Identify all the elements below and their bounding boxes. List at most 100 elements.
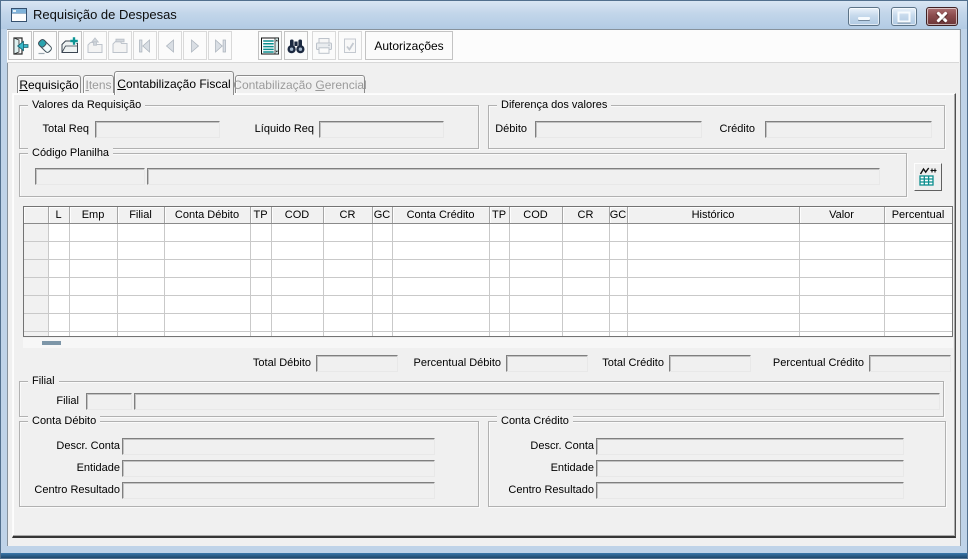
grid-cell[interactable] <box>250 295 272 314</box>
grid-cell[interactable] <box>509 223 563 242</box>
grid-cell[interactable] <box>372 241 393 260</box>
grid-cell[interactable] <box>627 277 800 296</box>
grid-cell[interactable] <box>627 331 800 336</box>
grid-cell[interactable] <box>117 223 165 242</box>
entidade-credito-field[interactable] <box>596 460 904 477</box>
grid-cell[interactable] <box>392 331 490 336</box>
grid-col-header[interactable]: COD <box>509 207 563 224</box>
grid-row[interactable] <box>24 223 952 242</box>
grid-cell[interactable] <box>117 313 165 332</box>
grid-cell[interactable] <box>323 241 373 260</box>
grid-cell[interactable] <box>884 331 952 336</box>
filial-desc-field[interactable] <box>134 393 940 410</box>
grid-cell[interactable] <box>609 259 628 278</box>
grid-cell[interactable] <box>609 295 628 314</box>
grid-cell[interactable] <box>372 331 393 336</box>
grid-cell[interactable] <box>250 223 272 242</box>
grid-cell[interactable] <box>117 331 165 336</box>
grid-cell[interactable] <box>489 223 510 242</box>
descr-conta-credito-field[interactable] <box>596 438 904 455</box>
grid-scrollbar-thumb[interactable] <box>42 341 61 345</box>
grid-cell[interactable] <box>117 277 165 296</box>
debito-field[interactable] <box>535 121 702 138</box>
grid-col-header[interactable]: Histórico <box>627 207 800 224</box>
grid-cell[interactable] <box>164 313 251 332</box>
grid-cell[interactable] <box>372 295 393 314</box>
grid-row-selector[interactable] <box>24 277 49 296</box>
filial-code-field[interactable] <box>86 393 132 410</box>
grid-row-selector[interactable] <box>24 331 49 336</box>
grid-horizontal-scrollbar[interactable] <box>23 338 953 348</box>
grid-cell[interactable] <box>323 313 373 332</box>
grid-cell[interactable] <box>164 295 251 314</box>
grid-cell[interactable] <box>69 295 118 314</box>
grid-cell[interactable] <box>562 277 610 296</box>
grid-col-header[interactable]: CR <box>323 207 373 224</box>
grid-cell[interactable] <box>799 259 885 278</box>
grid-cell[interactable] <box>509 277 563 296</box>
grid-col-header[interactable]: GC <box>609 207 628 224</box>
grid-col-header[interactable]: CR <box>562 207 610 224</box>
credito-field[interactable] <box>765 121 932 138</box>
grid-cell[interactable] <box>884 241 952 260</box>
percentual-credito-field[interactable] <box>869 355 951 372</box>
contabilizacao-grid[interactable]: L Emp Filial Conta Débito TP COD CR GC Conta Cré… <box>23 206 953 337</box>
entidade-debito-field[interactable] <box>122 460 435 477</box>
grid-cell[interactable] <box>69 313 118 332</box>
grid-cell[interactable] <box>884 223 952 242</box>
grid-cell[interactable] <box>164 277 251 296</box>
grid-row-selector[interactable] <box>24 241 49 260</box>
grid-cell[interactable] <box>69 241 118 260</box>
grid-col-header[interactable]: Valor <box>799 207 885 224</box>
maximize-button[interactable] <box>891 7 917 26</box>
grid-row[interactable] <box>24 259 952 278</box>
grid-row[interactable] <box>24 241 952 260</box>
liquido-req-field[interactable] <box>319 121 444 138</box>
grid-cell[interactable] <box>323 223 373 242</box>
grid-cell[interactable] <box>609 223 628 242</box>
grid-col-header[interactable]: Conta Crédito <box>392 207 490 224</box>
total-credito-field[interactable] <box>669 355 751 372</box>
grid-cell[interactable] <box>164 241 251 260</box>
grid-cell[interactable] <box>271 331 324 336</box>
total-req-field[interactable] <box>95 121 220 138</box>
grid-cell[interactable] <box>392 259 490 278</box>
centro-resultado-credito-field[interactable] <box>596 482 904 499</box>
insert-record-button[interactable] <box>58 31 82 60</box>
grid-cell[interactable] <box>48 241 70 260</box>
grid-col-header[interactable]: Conta Débito <box>164 207 251 224</box>
grid-cell[interactable] <box>250 277 272 296</box>
grid-cell[interactable] <box>250 259 272 278</box>
grid-cell[interactable] <box>48 295 70 314</box>
grid-cell[interactable] <box>799 223 885 242</box>
grid-cell[interactable] <box>509 295 563 314</box>
grid-cell[interactable] <box>271 313 324 332</box>
grid-col-header[interactable]: GC <box>372 207 393 224</box>
grid-cell[interactable] <box>799 295 885 314</box>
grid-cell[interactable] <box>489 259 510 278</box>
grid-cell[interactable] <box>271 223 324 242</box>
recalc-planilha-button[interactable] <box>914 163 942 191</box>
search-button[interactable] <box>284 31 308 60</box>
grid-cell[interactable] <box>609 277 628 296</box>
grid-row[interactable] <box>24 313 952 332</box>
grid-cell[interactable] <box>562 223 610 242</box>
grid-cell[interactable] <box>48 277 70 296</box>
grid-cell[interactable] <box>323 295 373 314</box>
grid-cell[interactable] <box>372 277 393 296</box>
grid-cell[interactable] <box>799 277 885 296</box>
grid-cell[interactable] <box>509 241 563 260</box>
grid-cell[interactable] <box>489 241 510 260</box>
grid-cell[interactable] <box>271 259 324 278</box>
grid-cell[interactable] <box>392 313 490 332</box>
grid-col-header[interactable]: Percentual <box>884 207 952 224</box>
titlebar[interactable]: Requisição de Despesas <box>0 0 968 29</box>
grid-cell[interactable] <box>69 259 118 278</box>
grid-cell[interactable] <box>799 331 885 336</box>
grid-cell[interactable] <box>69 223 118 242</box>
grid-cell[interactable] <box>562 259 610 278</box>
grid-cell[interactable] <box>392 295 490 314</box>
grid-cell[interactable] <box>489 295 510 314</box>
